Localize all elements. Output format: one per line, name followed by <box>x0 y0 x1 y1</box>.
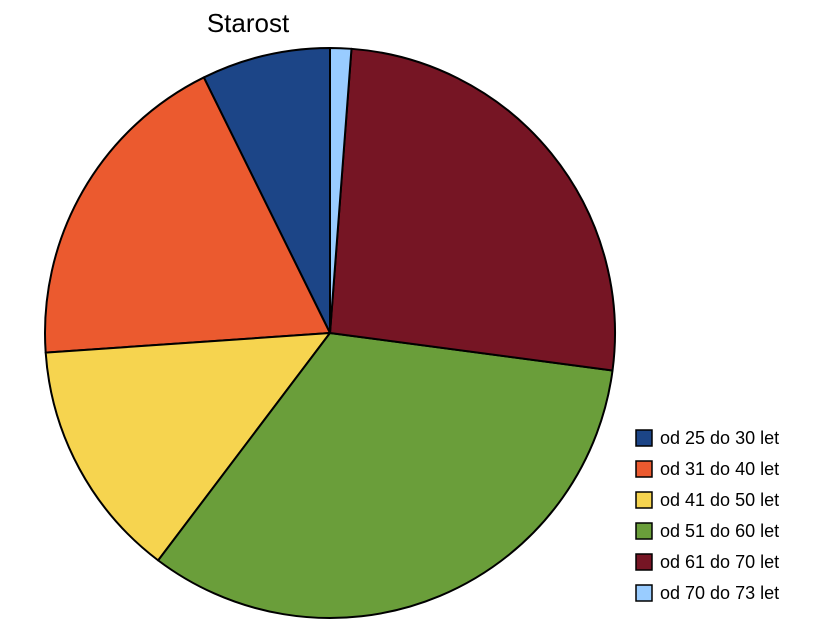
chart-title: Starost <box>207 8 290 38</box>
pie-slice <box>157 332 614 619</box>
legend-swatch <box>635 553 653 571</box>
pie-slice <box>329 47 353 334</box>
pie-slice <box>44 76 331 354</box>
pie-slice <box>329 47 616 372</box>
legend-label: od 31 do 40 let <box>660 459 779 479</box>
legend-label: od 51 do 60 let <box>660 521 779 541</box>
legend-label: od 41 do 50 let <box>660 490 779 510</box>
legend-label: od 61 do 70 let <box>660 552 779 572</box>
legend-label: od 70 do 73 let <box>660 583 779 603</box>
legend-swatch <box>635 429 653 447</box>
legend-swatch <box>635 522 653 540</box>
legend-swatch <box>635 460 653 478</box>
legend-swatch <box>635 584 653 602</box>
pie-slice <box>202 47 331 334</box>
legend-label: od 25 do 30 let <box>660 428 779 448</box>
pie-slice <box>44 332 331 562</box>
legend-swatch <box>635 491 653 509</box>
